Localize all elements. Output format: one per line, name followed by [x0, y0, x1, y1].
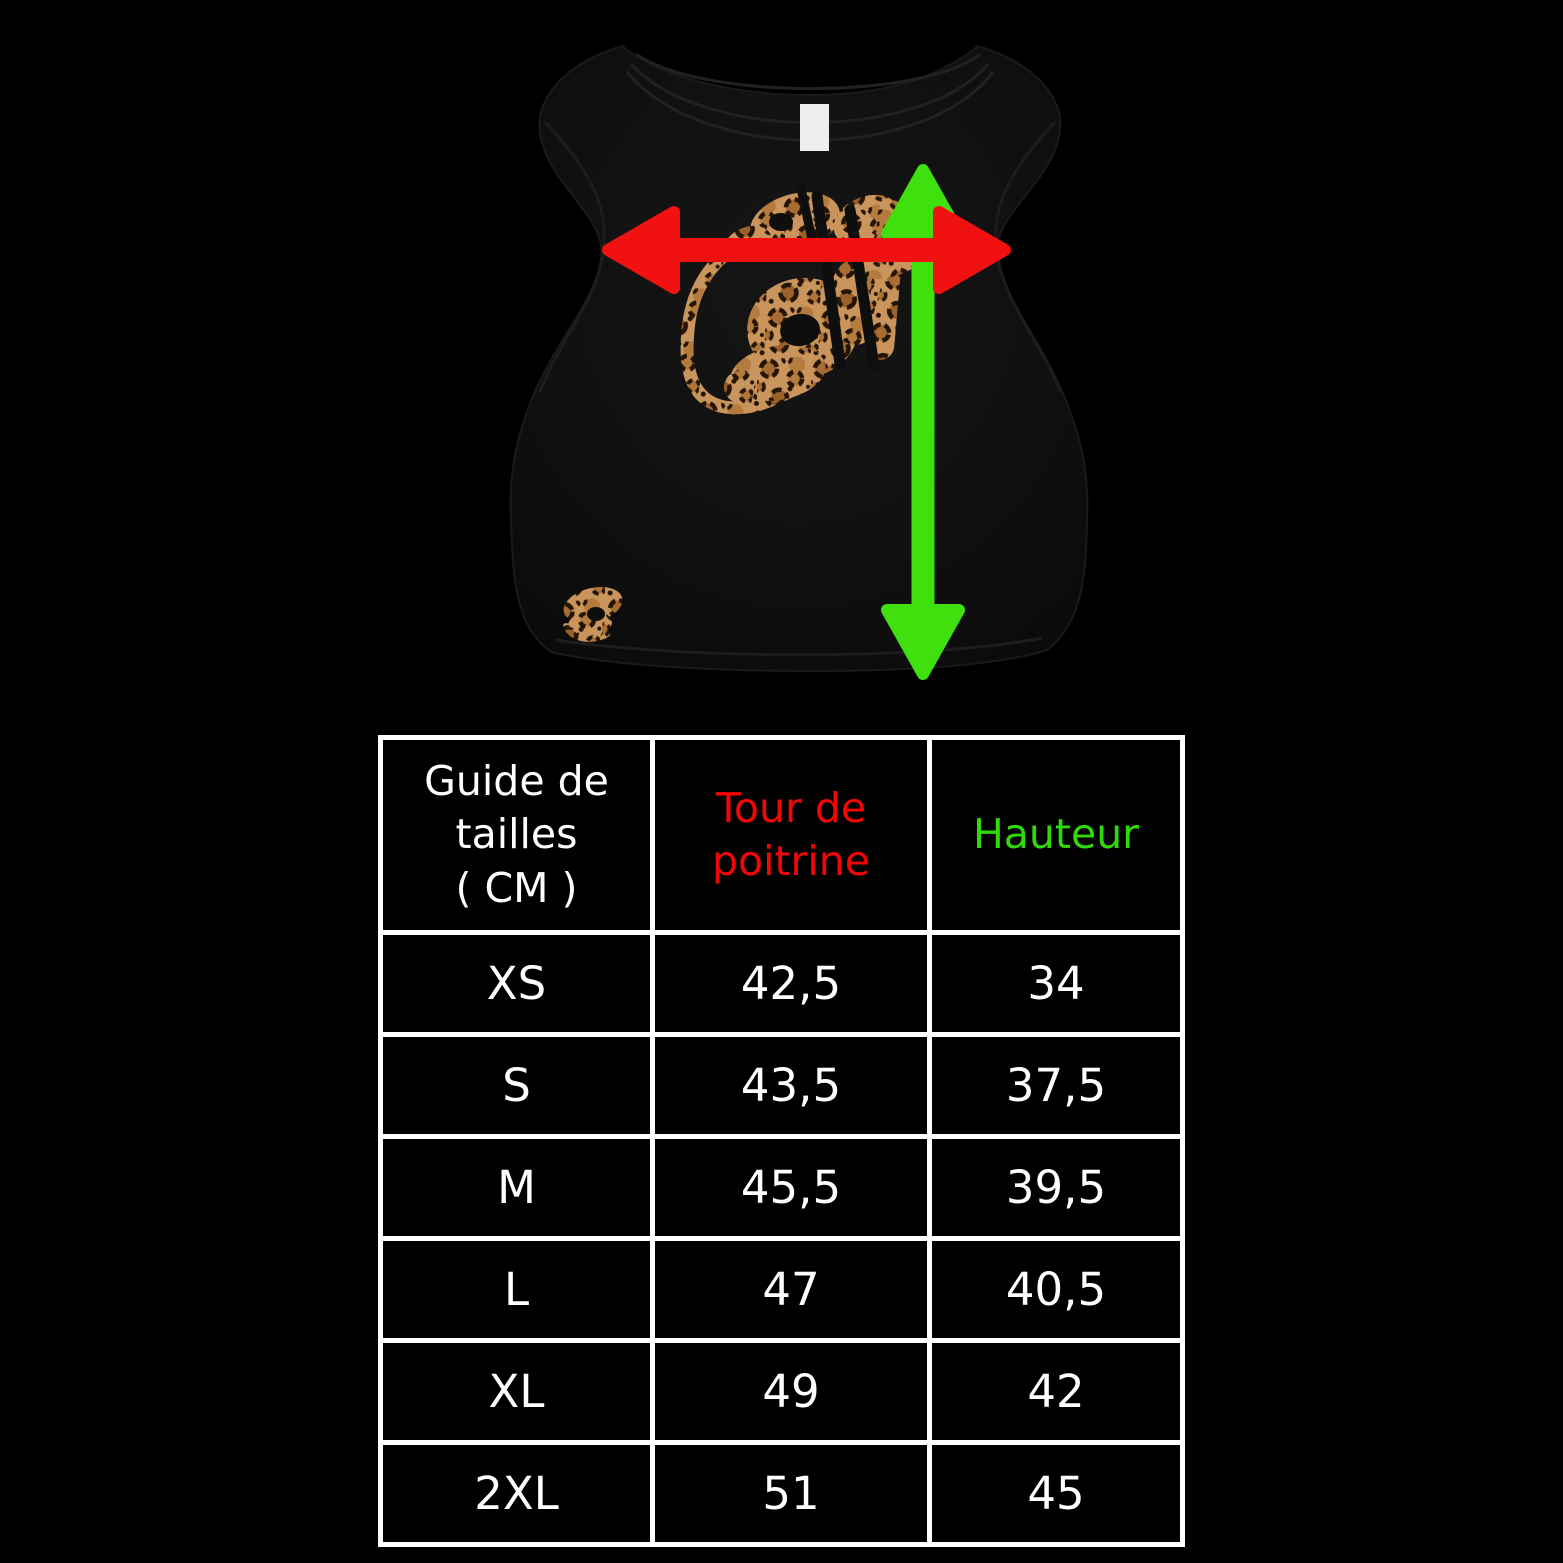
size-label: M — [378, 1134, 655, 1241]
table-row-xs: XS 42,5 34 — [378, 930, 1185, 1037]
size-guide-table: Guide de tailles ( CM ) Tour de poitrine… — [378, 735, 1185, 1547]
height-arrow — [881, 164, 965, 680]
table-row-xl: XL 49 42 — [378, 1338, 1185, 1445]
header-size-guide: Guide de tailles ( CM ) — [378, 735, 655, 935]
table-row-2xl: 2XL 51 45 — [378, 1440, 1185, 1547]
height-value: 34 — [927, 930, 1185, 1037]
height-value: 39,5 — [927, 1134, 1185, 1241]
size-label: XL — [378, 1338, 655, 1445]
height-value: 40,5 — [927, 1236, 1185, 1343]
height-value: 37,5 — [927, 1032, 1185, 1139]
height-value: 42 — [927, 1338, 1185, 1445]
size-label: XS — [378, 930, 655, 1037]
chest-value: 43,5 — [650, 1032, 932, 1139]
header-chest: Tour de poitrine — [650, 735, 932, 935]
table-header-row: Guide de tailles ( CM ) Tour de poitrine… — [378, 735, 1185, 935]
neck-tag — [800, 104, 829, 151]
height-value: 45 — [927, 1440, 1185, 1547]
chest-value: 45,5 — [650, 1134, 932, 1241]
chest-value: 49 — [650, 1338, 932, 1445]
chest-value: 42,5 — [650, 930, 932, 1037]
table-row-m: M 45,5 39,5 — [378, 1134, 1185, 1241]
header-height: Hauteur — [927, 735, 1185, 935]
chest-value: 47 — [650, 1236, 932, 1343]
chest-value: 51 — [650, 1440, 932, 1547]
table-row-s: S 43,5 37,5 — [378, 1032, 1185, 1139]
chest-width-arrow — [602, 206, 1011, 294]
size-label: S — [378, 1032, 655, 1139]
size-label: 2XL — [378, 1440, 655, 1547]
table-row-l: L 47 40,5 — [378, 1236, 1185, 1343]
size-label: L — [378, 1236, 655, 1343]
leopard-logo-patch — [563, 586, 623, 642]
